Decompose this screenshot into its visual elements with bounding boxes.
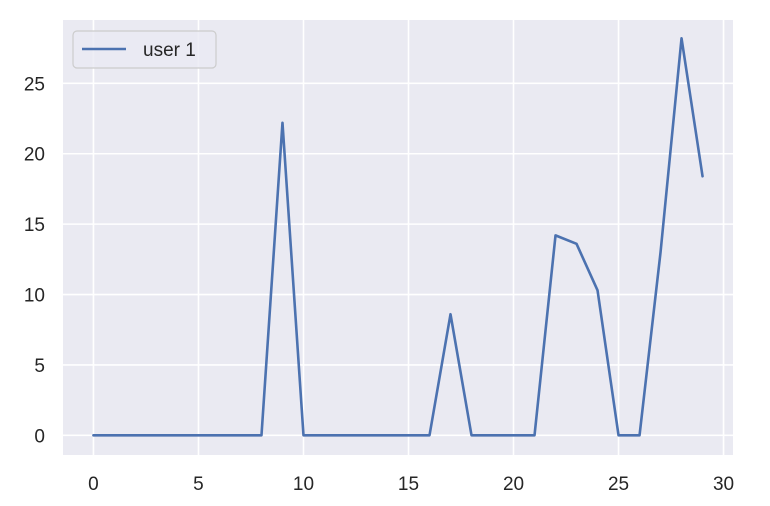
x-tick-label: 25 xyxy=(608,474,629,495)
y-axis-tick-labels: 0 5 10 15 20 25 xyxy=(24,74,45,447)
x-tick-label: 30 xyxy=(713,474,734,495)
legend: user 1 xyxy=(72,30,217,69)
plot-area xyxy=(63,20,733,455)
x-tick-label: 20 xyxy=(503,474,524,495)
series-lines xyxy=(92,36,704,437)
legend-box xyxy=(72,30,217,69)
y-tick-label: 25 xyxy=(24,74,45,95)
legend-label-user-1: user 1 xyxy=(143,40,196,61)
x-tick-label: 0 xyxy=(88,474,99,495)
x-tick-label: 15 xyxy=(398,474,419,495)
x-tick-label: 10 xyxy=(293,474,314,495)
x-tick-label: 5 xyxy=(193,474,204,495)
series-line-user-1 xyxy=(92,36,704,437)
y-tick-label: 0 xyxy=(34,426,45,447)
y-tick-label: 15 xyxy=(24,215,45,236)
x-axis-tick-labels: 0 5 10 15 20 25 30 xyxy=(88,474,734,495)
y-tick-label: 20 xyxy=(24,145,45,166)
y-tick-label: 10 xyxy=(24,286,45,307)
y-tick-label: 5 xyxy=(34,356,45,377)
grid-lines xyxy=(63,20,733,455)
